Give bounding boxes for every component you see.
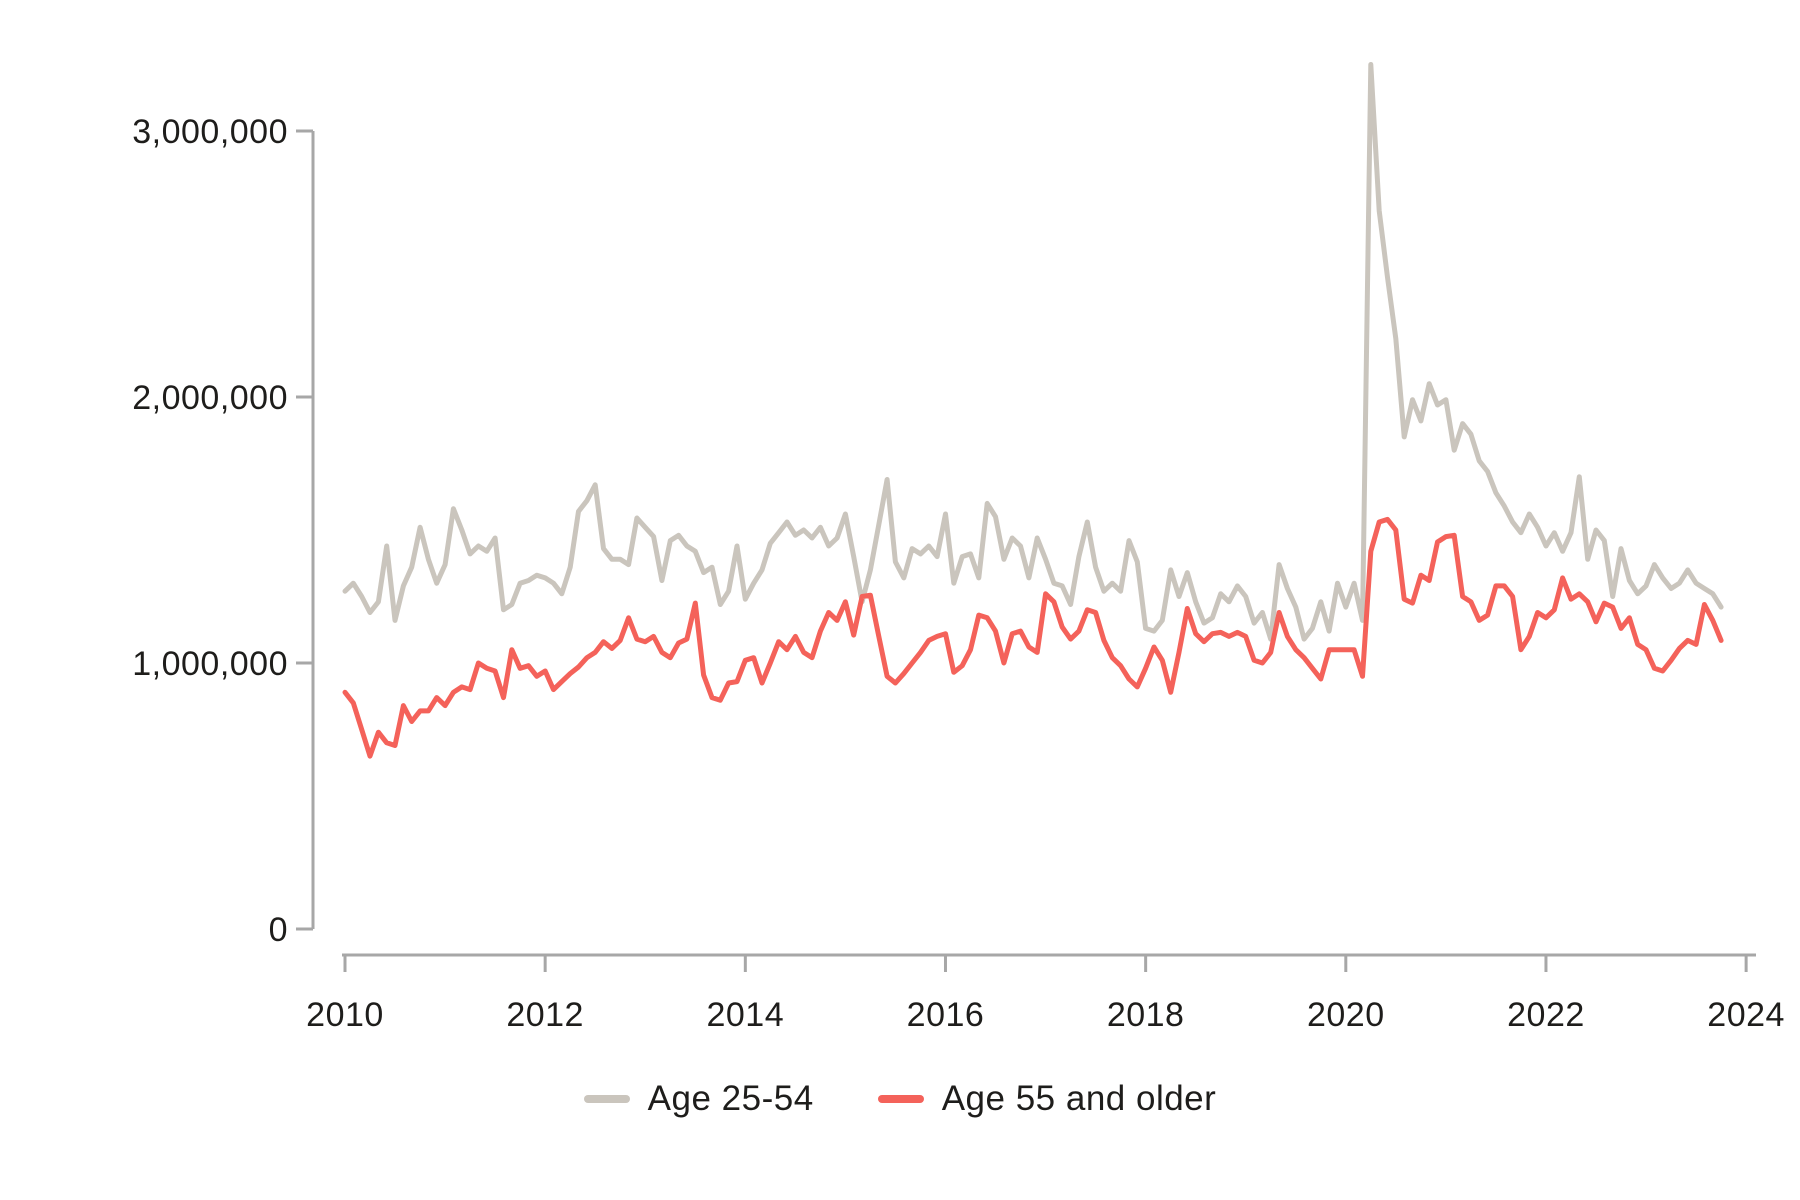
y-tick-label: 3,000,000 <box>132 113 288 151</box>
y-tick-label: 2,000,000 <box>132 379 288 417</box>
x-tick-label: 2014 <box>706 996 784 1034</box>
y-tick-label: 1,000,000 <box>132 645 288 683</box>
x-tick-label: 2010 <box>306 996 384 1034</box>
x-tick-label: 2016 <box>907 996 985 1034</box>
x-tick-label: 2024 <box>1707 996 1785 1034</box>
series-line-age-25-54 <box>342 62 1724 642</box>
x-tick-label: 2018 <box>1107 996 1185 1034</box>
x-tick-label: 2020 <box>1307 996 1385 1034</box>
x-tick-label: 2012 <box>506 996 584 1034</box>
series-line-age-55-and-older <box>342 516 1724 759</box>
y-tick-label: 0 <box>269 911 288 949</box>
x-tick-label: 2022 <box>1507 996 1585 1034</box>
